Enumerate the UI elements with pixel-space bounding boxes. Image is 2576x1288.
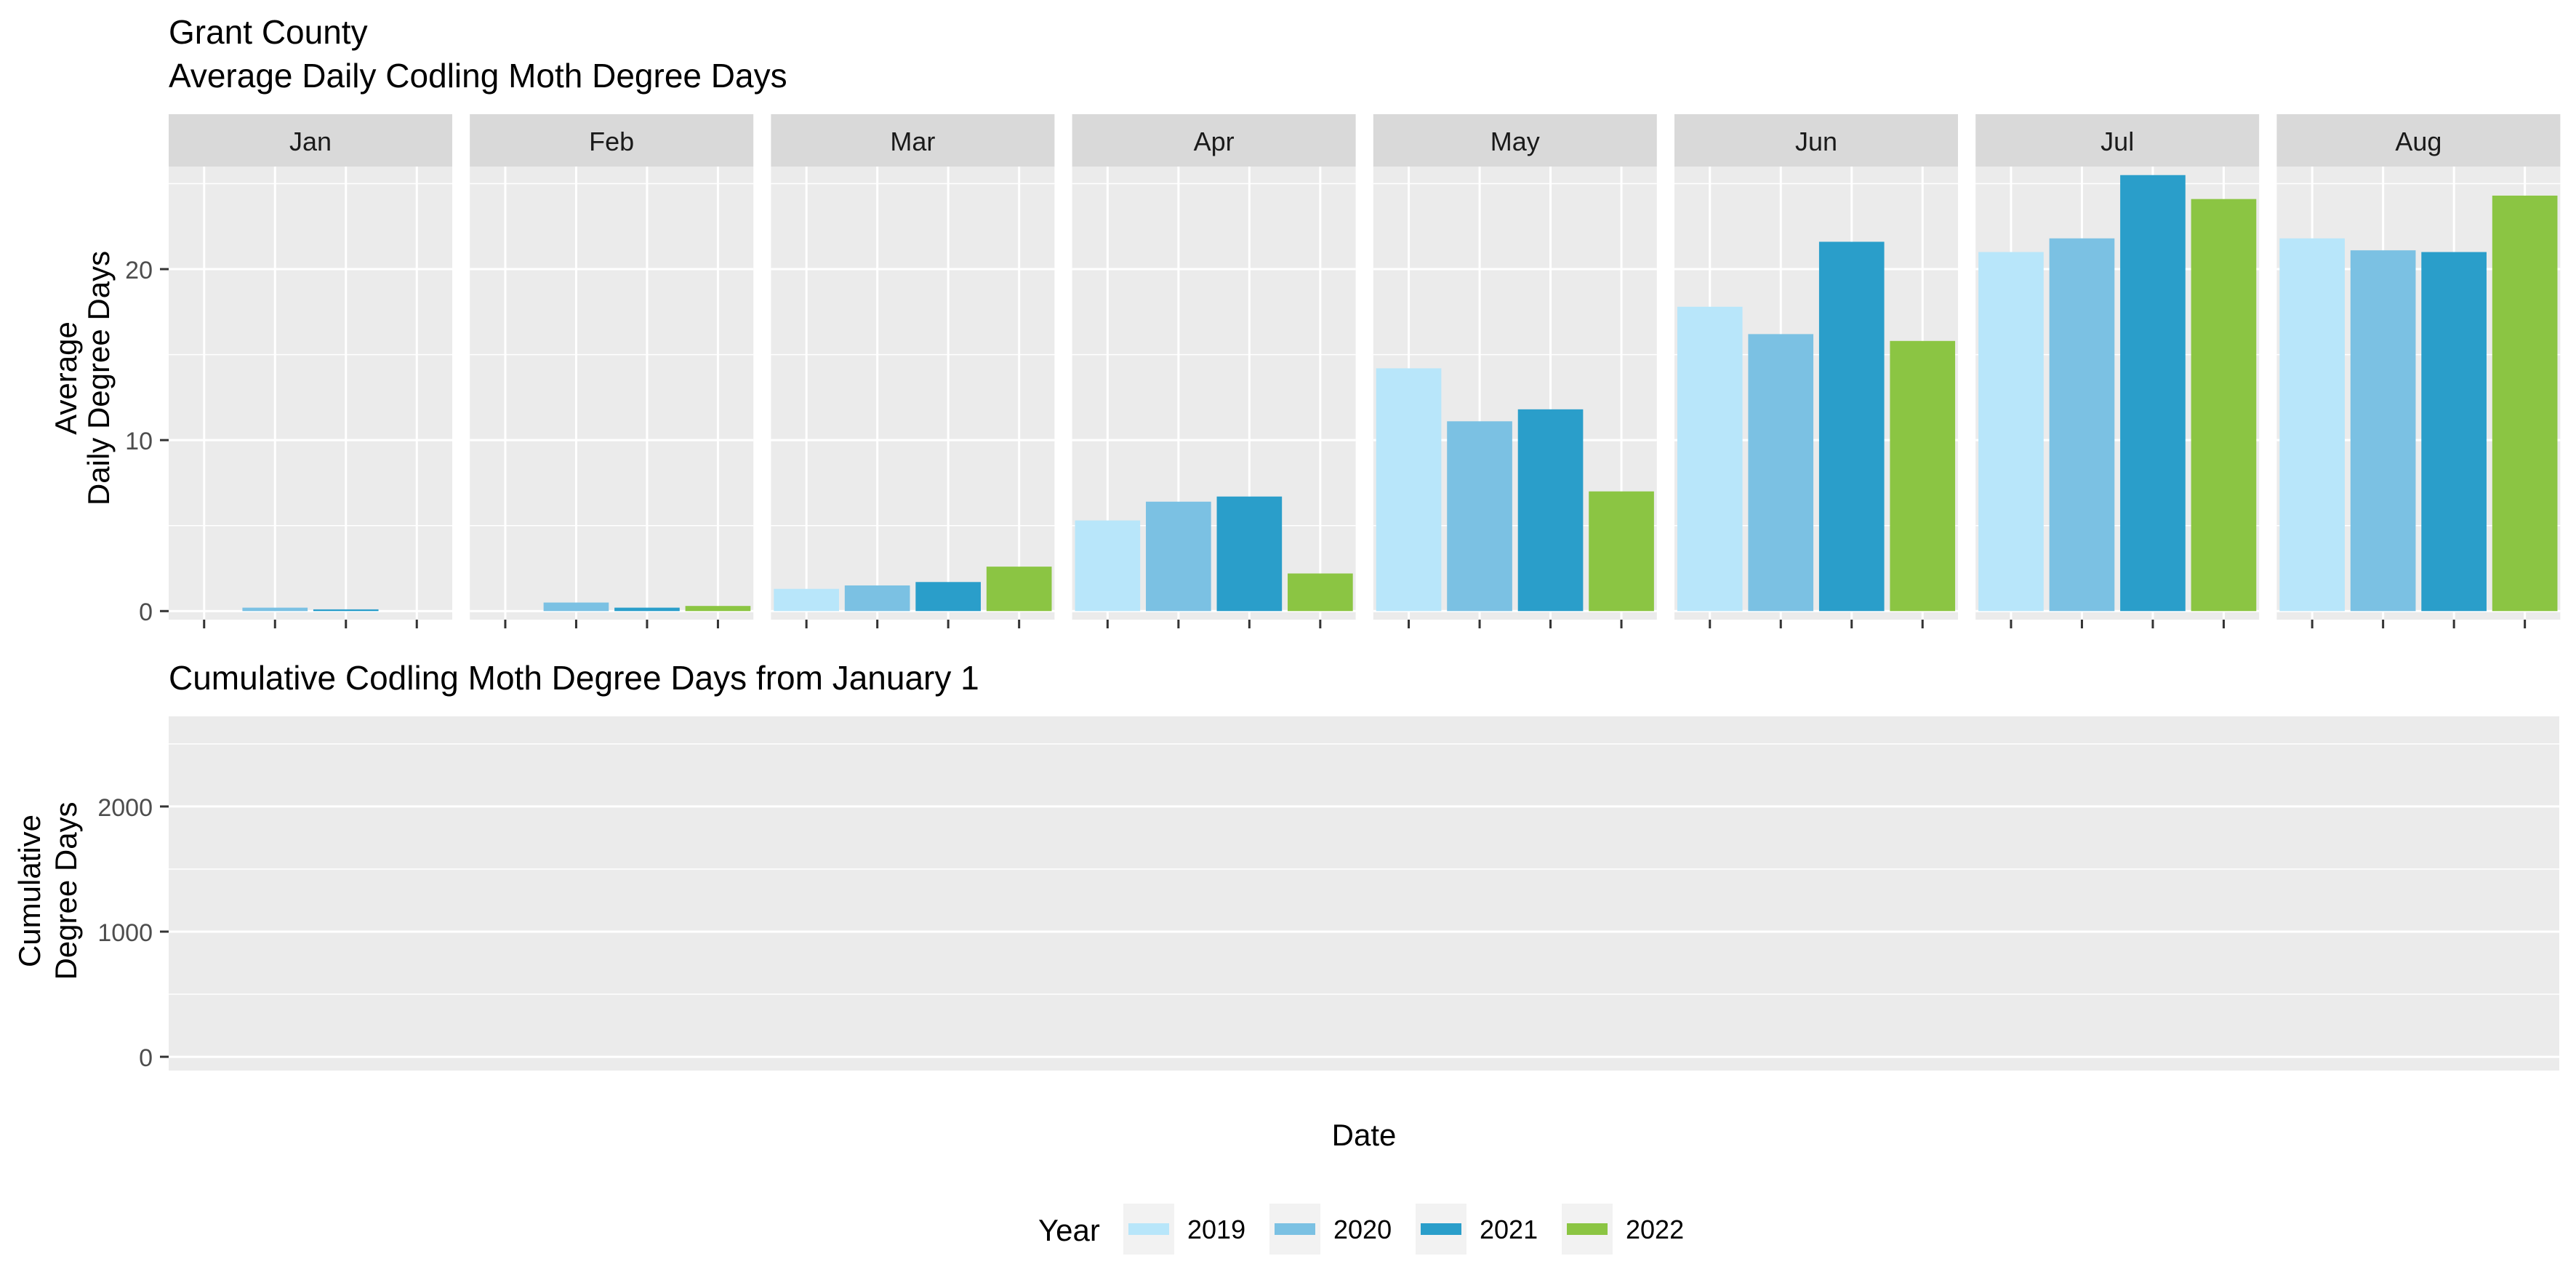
y-tick-label: 10 <box>125 428 153 455</box>
y-tick-label: 0 <box>139 599 153 626</box>
bar-mar-2022 <box>986 567 1052 612</box>
facet-strip-apr <box>1072 114 1356 167</box>
legend: Year 2019 2020 2021 2022 <box>1038 1204 1684 1255</box>
bar-apr-2020 <box>1146 501 1211 612</box>
bar-aug-2021 <box>2421 252 2487 612</box>
bar-may-2019 <box>1376 368 1442 612</box>
bar-may-2020 <box>1447 421 1512 612</box>
facet-strip-feb <box>470 114 754 167</box>
bar-jul-2019 <box>1978 252 2044 612</box>
bar-apr-2019 <box>1075 520 1141 612</box>
bar-feb-2022 <box>685 606 751 612</box>
legend-label-2020: 2020 <box>1333 1215 1392 1244</box>
top-y-axis-label-line1: Average <box>49 321 83 435</box>
bottom-chart-title: Cumulative Codling Moth Degree Days from… <box>169 659 979 697</box>
bar-feb-2021 <box>614 607 680 612</box>
bottom-y-axis-label-line1: Cumulative <box>12 815 47 967</box>
facet-panel-feb <box>470 167 754 620</box>
bar-mar-2019 <box>774 588 839 612</box>
bar-jul-2021 <box>2120 175 2186 612</box>
y-tick-label: 0 <box>139 1044 153 1072</box>
facet-label-aug: Aug <box>2395 127 2441 156</box>
bar-aug-2022 <box>2492 195 2558 612</box>
bar-feb-2020 <box>543 602 609 612</box>
bar-apr-2022 <box>1288 573 1353 612</box>
facet-label-jun: Jun <box>1795 127 1837 156</box>
top-y-axis-label-line2: Daily Degree Days <box>81 251 116 505</box>
bottom-y-axis-label-line2: Degree Days <box>49 801 83 980</box>
bar-jul-2020 <box>2049 238 2115 612</box>
facet-strip-mar <box>771 114 1055 167</box>
bar-jul-2022 <box>2191 199 2257 612</box>
top-chart-title: Average Daily Codling Moth Degree Days <box>169 57 787 95</box>
facet-label-apr: Apr <box>1194 127 1235 156</box>
county-title: Grant County <box>169 13 368 51</box>
facet-strip-jun <box>1674 114 1958 167</box>
facet-label-jul: Jul <box>2100 127 2134 156</box>
facet-panel-mar <box>771 167 1055 620</box>
facet-label-mar: Mar <box>890 127 935 156</box>
line-plot-panel <box>169 716 2559 1071</box>
legend-title: Year <box>1038 1213 1100 1247</box>
facet-strip-jul <box>1975 114 2260 167</box>
bar-jun-2019 <box>1677 306 1743 612</box>
y-tick-label: 1000 <box>97 919 153 947</box>
bar-may-2021 <box>1517 409 1584 612</box>
bar-mar-2021 <box>915 582 981 612</box>
bar-may-2022 <box>1589 491 1654 612</box>
bar-apr-2021 <box>1216 496 1283 612</box>
facet-label-jan: Jan <box>289 127 332 156</box>
bar-aug-2019 <box>2279 238 2345 612</box>
facet-label-feb: Feb <box>589 127 634 156</box>
bar-mar-2020 <box>844 585 910 612</box>
bar-jun-2021 <box>1818 241 1885 612</box>
facet-label-may: May <box>1490 127 1540 156</box>
bar-jan-2020 <box>242 607 308 612</box>
bar-jun-2020 <box>1748 334 1814 612</box>
y-tick-label: 2000 <box>97 794 153 822</box>
y-tick-label: 20 <box>125 257 153 284</box>
legend-label-2022: 2022 <box>1626 1215 1684 1244</box>
facet-panel-jan <box>169 167 452 620</box>
facet-strip-jan <box>169 114 452 167</box>
cumulative-line-chart: Jan-01Feb-01Mar-01Apr-01May-01Jun-01Jul-… <box>97 716 2559 1072</box>
legend-label-2019: 2019 <box>1187 1215 1245 1244</box>
x-axis-label: Date <box>1332 1118 1397 1152</box>
bar-jun-2022 <box>1890 340 1956 612</box>
bar-jan-2021 <box>313 609 379 612</box>
facet-bar-chart: Jan Feb Mar Apr May Jun Jul Aug 0 10 20 <box>125 114 2561 628</box>
facet-strip-may <box>1373 114 1657 167</box>
legend-label-2021: 2021 <box>1480 1215 1538 1244</box>
facet-strip-aug <box>2276 114 2561 167</box>
bar-aug-2020 <box>2350 250 2416 612</box>
